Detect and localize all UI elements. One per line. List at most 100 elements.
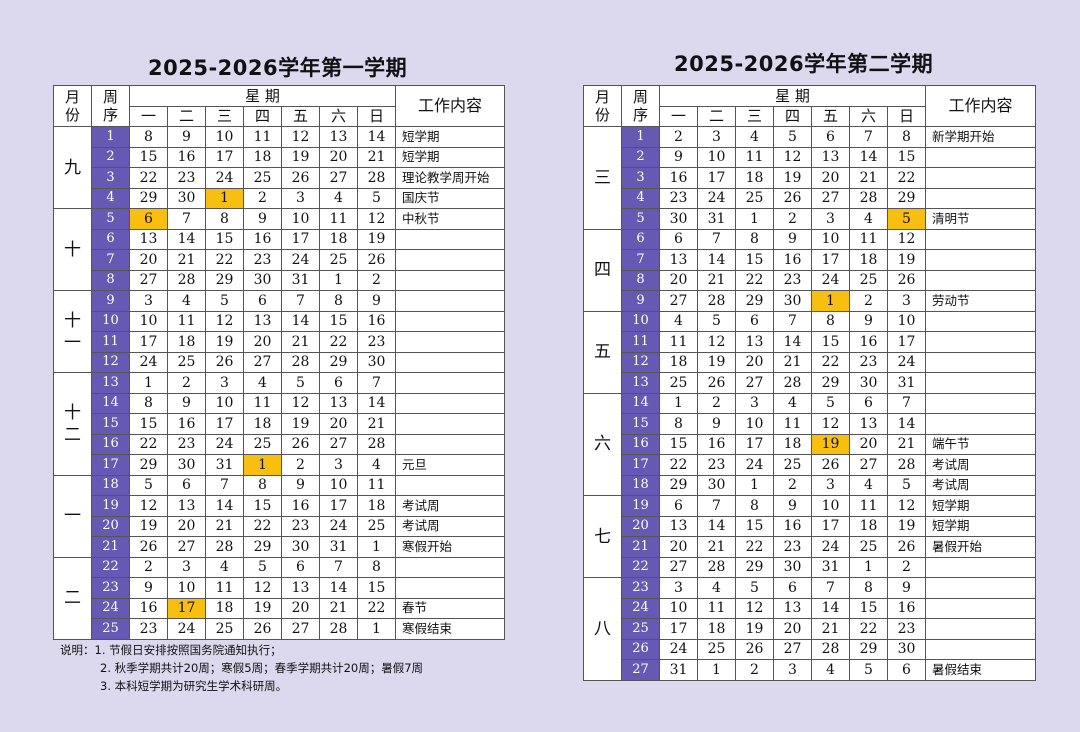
date-cell: 1 <box>849 556 888 578</box>
header-week: 周序 <box>621 85 660 127</box>
table-row: 22 27 28 29 30 31 1 2 <box>584 556 1036 578</box>
date-cell: 2 <box>886 556 927 578</box>
date-cell: 17 <box>281 228 320 250</box>
date-cell: 17 <box>886 331 927 353</box>
work-content <box>925 638 1036 660</box>
date-cell: 31 <box>281 269 320 291</box>
work-content <box>395 474 505 496</box>
date-cell: 21 <box>356 413 397 435</box>
table-row: 24 10 11 12 13 14 15 16 <box>584 597 1036 619</box>
date-cell: 19 <box>356 228 397 250</box>
week-number: 25 <box>621 618 660 640</box>
date-cell: 26 <box>243 618 282 640</box>
date-cell: 1 <box>659 392 698 414</box>
date-cell: 23 <box>659 187 698 209</box>
date-cell: 3 <box>167 556 206 578</box>
date-cell: 12 <box>886 495 927 517</box>
date-cell: 11 <box>849 228 888 250</box>
date-cell: 12 <box>886 228 927 250</box>
date-cell: 21 <box>886 433 927 455</box>
date-cell: 27 <box>659 290 698 312</box>
date-cell: 29 <box>849 638 888 660</box>
date-cell: 30 <box>167 187 206 209</box>
date-cell: 2 <box>735 659 774 681</box>
header-work: 工作内容 <box>395 85 505 127</box>
date-cell: 20 <box>659 536 698 558</box>
date-cell: 24 <box>281 249 320 271</box>
table-row: 20 13 14 15 16 17 18 19 短学期 <box>584 515 1036 537</box>
date-cell: 8 <box>129 126 168 148</box>
week-number: 14 <box>621 392 660 414</box>
note-item: 1. 节假日安排按照国务院通知执行； <box>94 643 282 657</box>
date-cell: 22 <box>849 618 888 640</box>
week-number: 17 <box>91 454 130 476</box>
date-cell: 29 <box>129 187 168 209</box>
holiday-date-cell: 17 <box>167 597 206 619</box>
holiday-date-cell: 6 <box>129 208 168 230</box>
table-row: 27 31 1 2 3 4 5 6 暑假结束 <box>584 659 1036 681</box>
work-content: 春节 <box>395 597 505 619</box>
week-number: 16 <box>621 433 660 455</box>
date-cell: 11 <box>356 474 397 496</box>
semester2-calendar-table: 月份周序星 期工作内容一二三四五六日三 1 2 3 4 5 6 7 8 新学期开始 2 9 10 11 12… <box>583 85 1036 681</box>
date-cell: 7 <box>167 208 206 230</box>
date-cell: 29 <box>205 269 244 291</box>
date-cell: 3 <box>659 577 698 599</box>
date-cell: 26 <box>886 269 927 291</box>
date-cell: 14 <box>849 146 888 168</box>
date-cell: 12 <box>773 146 812 168</box>
date-cell: 31 <box>811 556 850 578</box>
table-row: 23 9 10 11 12 13 14 15 <box>54 577 505 599</box>
date-cell: 30 <box>886 638 927 660</box>
note-item: 3. 本科短学期为研究生学术科研周。 <box>100 679 288 693</box>
date-cell: 1 <box>129 372 168 394</box>
date-cell: 5 <box>697 310 736 332</box>
date-cell: 30 <box>849 372 888 394</box>
date-cell: 21 <box>281 331 320 353</box>
date-cell: 21 <box>205 515 244 537</box>
date-cell: 7 <box>811 577 850 599</box>
date-cell: 2 <box>356 269 397 291</box>
date-cell: 7 <box>849 126 888 148</box>
work-content <box>925 392 1036 414</box>
date-cell: 25 <box>849 269 888 291</box>
date-cell: 18 <box>243 413 282 435</box>
table-row: 6 13 14 15 16 17 18 19 <box>54 228 505 250</box>
notes-label: 说明： <box>60 643 95 657</box>
date-cell: 2 <box>281 454 320 476</box>
date-cell: 22 <box>811 351 850 373</box>
date-cell: 3 <box>811 208 850 230</box>
date-cell: 15 <box>886 146 927 168</box>
holiday-date-cell: 5 <box>886 208 927 230</box>
work-content: 短学期 <box>925 515 1036 537</box>
date-cell: 31 <box>319 536 358 558</box>
date-cell: 19 <box>205 331 244 353</box>
week-number: 11 <box>91 331 130 353</box>
table-row: 八 23 3 4 5 6 7 8 9 <box>583 577 1036 681</box>
date-cell: 10 <box>659 597 698 619</box>
week-number: 3 <box>621 167 660 189</box>
date-cell: 15 <box>659 433 698 455</box>
date-cell: 12 <box>129 495 168 517</box>
table-row: 15 8 9 10 11 12 13 14 <box>584 413 1036 435</box>
date-cell: 25 <box>356 515 397 537</box>
date-cell: 27 <box>659 556 698 578</box>
date-cell: 23 <box>849 351 888 373</box>
week-number: 24 <box>621 597 660 619</box>
date-cell: 15 <box>356 577 397 599</box>
table-row: 21 20 21 22 23 24 25 26 暑假开始 <box>584 536 1036 558</box>
work-content: 考试周 <box>395 515 505 537</box>
week-number: 27 <box>621 659 660 681</box>
work-content <box>925 372 1036 394</box>
date-cell: 20 <box>849 433 888 455</box>
work-content <box>925 146 1036 168</box>
week-number: 5 <box>91 208 130 230</box>
date-cell: 18 <box>697 618 736 640</box>
date-cell: 7 <box>697 495 736 517</box>
date-cell: 14 <box>356 126 397 148</box>
weekday-header: 日 <box>886 105 927 127</box>
header-month: 月份 <box>53 85 92 127</box>
date-cell: 11 <box>205 577 244 599</box>
header-work: 工作内容 <box>925 85 1036 127</box>
date-cell: 11 <box>735 146 774 168</box>
